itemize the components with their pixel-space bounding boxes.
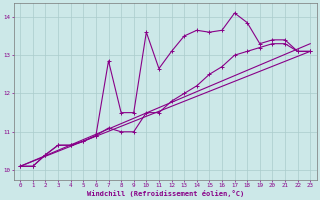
X-axis label: Windchill (Refroidissement éolien,°C): Windchill (Refroidissement éolien,°C) bbox=[87, 190, 244, 197]
